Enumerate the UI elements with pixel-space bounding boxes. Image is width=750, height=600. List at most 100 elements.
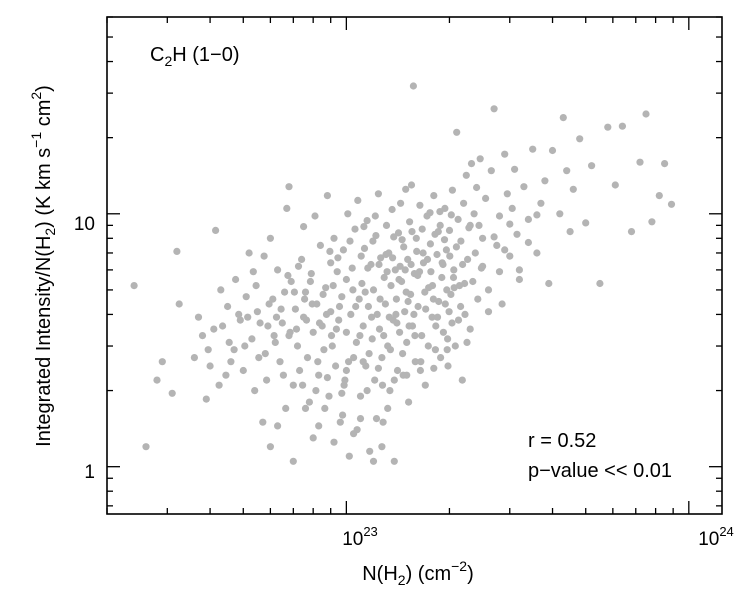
scatter-point (433, 250, 441, 259)
scatter-point (364, 302, 372, 311)
scatter-point (636, 158, 644, 166)
scatter-point (563, 167, 571, 175)
scatter-point (446, 252, 454, 260)
scatter-point (506, 220, 514, 228)
scatter-point (407, 260, 415, 269)
scatter-point (437, 354, 445, 362)
scatter-point (439, 328, 447, 336)
scatter-points (130, 82, 676, 465)
scatter-point (307, 270, 315, 278)
scatter-point (369, 286, 378, 294)
scatter-point (222, 371, 230, 379)
scatter-point (398, 236, 406, 244)
scatter-point (363, 217, 371, 225)
scatter-point (296, 366, 304, 375)
scatter-point (326, 247, 334, 255)
scatter-point (255, 354, 263, 362)
scatter-point (359, 358, 367, 366)
scatter-point (479, 262, 487, 270)
scatter-point (501, 150, 509, 158)
scatter-point (559, 114, 567, 122)
scatter-point (545, 279, 553, 288)
scatter-point (357, 252, 365, 260)
scatter-point (405, 398, 413, 406)
scatter-point (556, 210, 564, 218)
scatter-point (407, 181, 416, 189)
scatter-point (569, 185, 577, 193)
scatter-point (394, 229, 403, 237)
scatter-point (661, 160, 669, 168)
scatter-point (198, 332, 207, 340)
scatter-point (381, 300, 389, 308)
scatter-point (524, 238, 533, 247)
scatter-point (471, 249, 479, 257)
scatter-point (354, 196, 362, 204)
scatter-point (355, 295, 363, 303)
scatter-point (375, 260, 383, 269)
scatter-point (279, 371, 287, 379)
scatter-point (436, 221, 444, 229)
scatter-point (460, 199, 468, 207)
scatter-point (399, 350, 407, 358)
scatter-point (360, 223, 368, 231)
scatter-point (548, 146, 557, 155)
scatter-point (252, 282, 260, 290)
scatter-point (281, 288, 289, 296)
scatter-point (474, 295, 482, 303)
scatter-point (325, 392, 333, 400)
scatter-point (490, 233, 498, 241)
scatter-point (365, 350, 373, 358)
scatter-point (430, 364, 438, 372)
scatter-point (418, 332, 426, 340)
scatter-point (311, 212, 319, 220)
scatter-point (312, 387, 320, 395)
scatter-point (411, 358, 419, 366)
scatter-point (248, 335, 256, 343)
scatter-point (374, 364, 382, 372)
scatter-point (276, 358, 284, 366)
scatter-point (348, 264, 356, 272)
scatter-point (501, 246, 509, 254)
scatter-point (380, 273, 388, 282)
scatter-point (356, 415, 365, 423)
scatter-point (291, 305, 299, 313)
scatter-point (130, 282, 138, 290)
scatter-point (212, 226, 220, 234)
scatter-point (322, 310, 331, 318)
scatter-point (260, 252, 268, 260)
scatter-point (445, 308, 453, 316)
scatter-point (461, 279, 469, 288)
scatter-point (305, 398, 313, 406)
scatter-point (404, 255, 412, 263)
scatter-point (356, 332, 364, 340)
scatter-point (520, 183, 528, 191)
scatter-point (442, 246, 450, 254)
scatter-point (495, 268, 504, 276)
scatter-point (498, 300, 506, 308)
scatter-point (266, 234, 274, 242)
scatter-point (402, 185, 410, 193)
scatter-point (382, 250, 390, 259)
scatter-point (153, 376, 161, 384)
scatter-point (513, 230, 521, 238)
y-tick-label-1: 1 (84, 462, 95, 483)
scatter-point (287, 277, 295, 286)
scatter-point (436, 208, 444, 216)
scatter-point (142, 443, 150, 451)
scatter-point (322, 284, 330, 292)
scatter-point (345, 358, 353, 366)
scatter-point (284, 271, 292, 280)
scatter-point (655, 192, 663, 200)
scatter-point (302, 316, 311, 324)
scatter-point (332, 362, 340, 370)
scatter-point (345, 452, 353, 460)
scatter-point (495, 212, 504, 220)
scatter-point (289, 457, 297, 465)
scatter-point (388, 205, 396, 214)
scatter-point (493, 241, 501, 249)
scatter-point (236, 316, 244, 324)
scatter-point (382, 221, 391, 229)
scatter-point (306, 277, 314, 286)
scatter-point (330, 234, 338, 242)
scatter-point (301, 288, 310, 296)
